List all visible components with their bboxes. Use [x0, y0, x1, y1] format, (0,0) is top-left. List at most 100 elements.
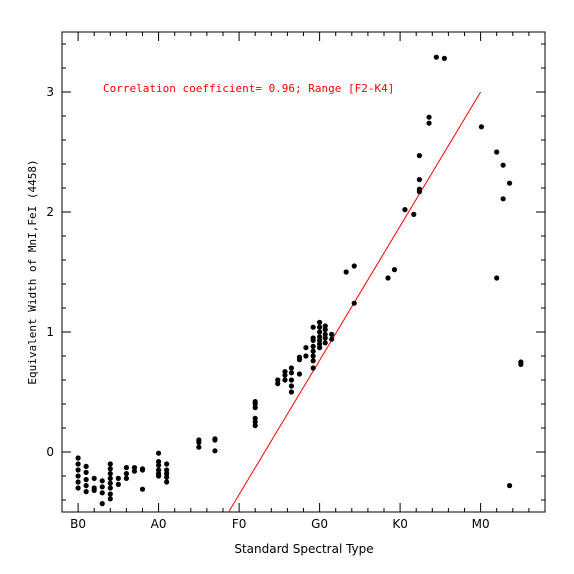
data-point	[343, 269, 349, 275]
data-point	[303, 345, 309, 351]
y-tick-label: 3	[46, 85, 54, 99]
data-point	[212, 436, 218, 442]
data-point	[351, 263, 357, 269]
data-point	[156, 467, 162, 473]
data-point	[107, 496, 113, 502]
data-point	[426, 114, 432, 120]
data-point	[317, 341, 323, 347]
data-point	[433, 54, 439, 60]
data-point	[322, 323, 328, 329]
data-point	[107, 471, 113, 477]
data-point	[75, 473, 81, 479]
data-point	[322, 335, 328, 341]
x-tick-label: K0	[392, 517, 408, 531]
data-point	[252, 415, 258, 421]
data-point	[411, 211, 417, 217]
data-point	[329, 331, 335, 337]
data-point	[91, 475, 97, 481]
data-point	[282, 369, 288, 375]
data-point	[99, 478, 105, 484]
x-tick-label: B0	[70, 517, 86, 531]
data-point	[317, 345, 323, 351]
data-point	[282, 372, 288, 378]
data-point	[385, 275, 391, 281]
data-point	[164, 461, 170, 467]
plot-area: B0 A0 F0 G0 K0 M0 0 1 2 3	[46, 31, 546, 531]
data-point	[107, 461, 113, 467]
data-point	[317, 324, 323, 330]
x-axis-title: Standard Spectral Type	[234, 542, 373, 556]
data-point	[131, 468, 138, 474]
data-point	[252, 419, 258, 425]
data-point	[402, 207, 408, 213]
data-point	[107, 466, 113, 472]
data-point	[288, 383, 295, 389]
data-point	[83, 483, 89, 489]
data-point	[288, 365, 295, 371]
data-point	[139, 467, 146, 473]
x-tick-label: G0	[311, 517, 328, 531]
data-point	[303, 353, 309, 359]
data-point	[500, 196, 506, 202]
data-point	[164, 479, 170, 485]
data-point	[416, 186, 423, 192]
data-point	[156, 459, 162, 465]
data-point	[275, 381, 281, 387]
data-point	[107, 485, 113, 491]
data-point	[296, 354, 303, 360]
data-point	[322, 327, 328, 333]
data-point	[275, 377, 281, 383]
data-point	[317, 334, 323, 340]
data-point	[494, 275, 500, 281]
data-point	[288, 389, 295, 395]
data-point	[296, 371, 303, 377]
x-tick-label: M0	[472, 517, 490, 531]
data-point	[416, 177, 423, 183]
data-point	[322, 331, 328, 337]
y-axis-title: Equivalent Width of MnI,FeI (4458)	[26, 159, 39, 384]
x-tick-label: F0	[232, 517, 247, 531]
data-point	[426, 120, 432, 126]
data-point	[506, 483, 513, 489]
data-point	[310, 343, 316, 349]
data-point	[351, 300, 357, 306]
data-point	[441, 55, 447, 62]
data-point	[123, 465, 129, 471]
y-tick-label: 0	[46, 445, 54, 459]
data-point	[518, 361, 524, 367]
data-point	[310, 365, 316, 371]
data-point	[310, 335, 316, 341]
data-point	[317, 319, 323, 325]
data-point	[317, 337, 323, 343]
data-point	[252, 423, 258, 429]
data-point	[83, 477, 89, 483]
data-point	[478, 124, 485, 130]
data-point	[83, 463, 89, 469]
data-point	[156, 473, 162, 479]
y-tick-label: 2	[46, 205, 54, 219]
data-point	[164, 474, 170, 480]
data-point	[75, 467, 81, 473]
data-point	[131, 465, 138, 471]
data-point	[288, 370, 295, 376]
data-point	[115, 475, 121, 481]
data-point	[139, 486, 146, 492]
data-point	[391, 267, 398, 273]
data-point	[115, 481, 121, 487]
data-point	[288, 377, 295, 383]
data-point	[83, 489, 89, 495]
data-point	[329, 336, 335, 342]
data-point	[196, 437, 202, 443]
data-point	[310, 324, 316, 330]
data-point	[322, 340, 328, 346]
data-point	[282, 377, 288, 383]
data-point	[107, 480, 113, 486]
data-point	[107, 475, 113, 481]
data-point	[156, 450, 162, 456]
data-point	[91, 487, 97, 493]
data-point	[310, 348, 316, 354]
data-point	[107, 491, 113, 497]
data-point	[252, 405, 258, 411]
data-point	[494, 149, 500, 155]
data-point	[196, 444, 202, 450]
